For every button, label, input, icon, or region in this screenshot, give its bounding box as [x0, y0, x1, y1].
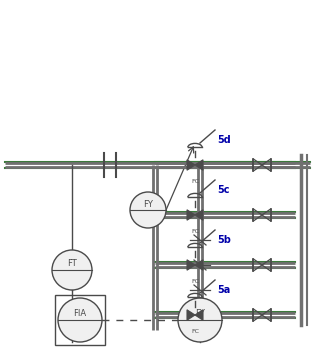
Circle shape — [178, 298, 222, 342]
Polygon shape — [187, 260, 195, 270]
Text: FIA: FIA — [73, 309, 87, 318]
Text: FC: FC — [191, 179, 199, 184]
Polygon shape — [195, 260, 203, 270]
Text: FT: FT — [67, 260, 77, 269]
Polygon shape — [195, 310, 203, 320]
Text: FY: FY — [143, 200, 153, 209]
Text: 5d: 5d — [217, 135, 231, 145]
Polygon shape — [187, 210, 195, 220]
Text: 5a: 5a — [217, 285, 230, 295]
Circle shape — [52, 250, 92, 290]
Polygon shape — [195, 160, 203, 170]
Polygon shape — [187, 310, 195, 320]
Text: 5b: 5b — [217, 235, 231, 245]
Text: FC: FC — [191, 279, 199, 284]
Text: FY: FY — [195, 309, 205, 318]
Circle shape — [58, 298, 102, 342]
Text: FC: FC — [191, 329, 199, 334]
Polygon shape — [195, 210, 203, 220]
Text: FC: FC — [191, 229, 199, 234]
Polygon shape — [187, 160, 195, 170]
Circle shape — [130, 192, 166, 228]
Text: 5c: 5c — [217, 185, 229, 195]
